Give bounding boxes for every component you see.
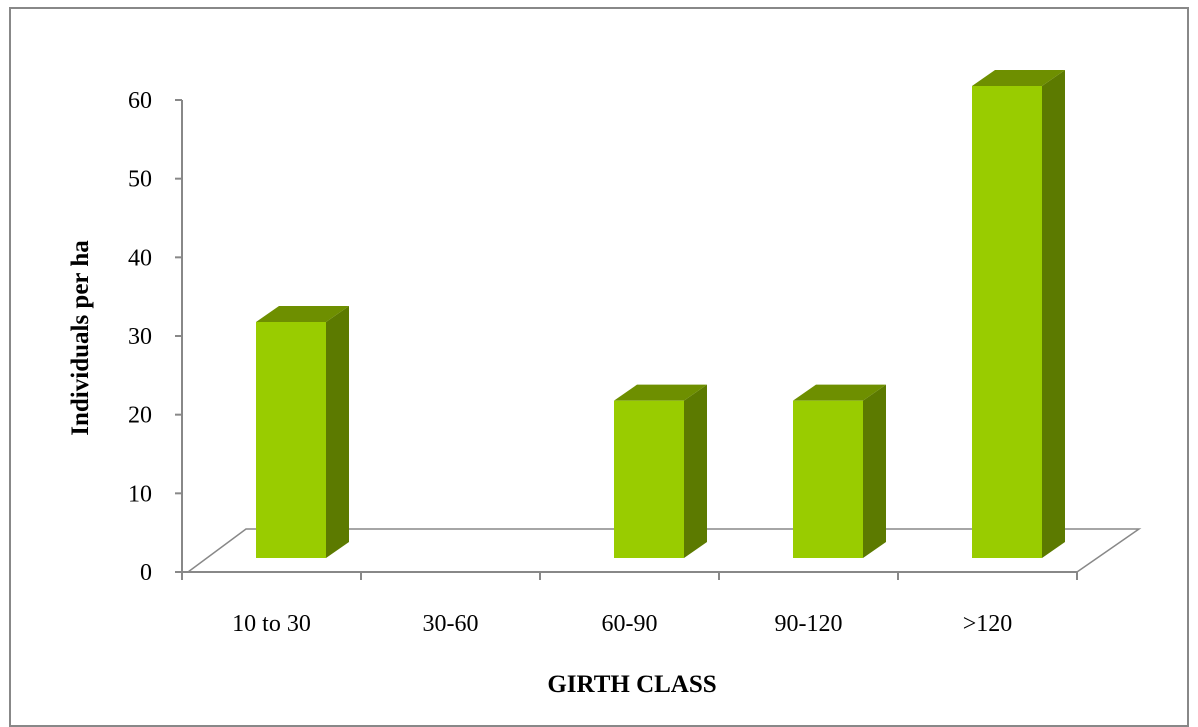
x-tick-label: 10 to 30	[232, 611, 311, 637]
bar-front	[614, 400, 684, 558]
bar-4	[972, 70, 1065, 558]
bar-2	[614, 384, 707, 558]
y-axis-title: Individuals per ha	[67, 240, 94, 436]
bar-side	[863, 384, 886, 558]
y-tick-label: 20	[128, 403, 152, 429]
y-tick-label: 50	[128, 167, 152, 193]
bar-top	[614, 384, 707, 401]
x-tick-label: 90-120	[775, 611, 843, 637]
y-tick-label: 10	[128, 481, 152, 507]
bar-0	[256, 306, 349, 558]
y-tick-label: 0	[140, 560, 152, 586]
bar-3	[793, 384, 886, 558]
bar-front	[972, 86, 1042, 558]
bar-side	[684, 384, 707, 558]
x-tick-label: 60-90	[602, 611, 658, 637]
x-axis-title: GIRTH CLASS	[547, 671, 716, 698]
bar-top	[256, 306, 349, 322]
x-tick-label: 30-60	[423, 611, 479, 637]
y-tick-label: 40	[128, 245, 152, 271]
bar-side	[1042, 70, 1065, 558]
bar-front	[793, 400, 863, 558]
x-tick-label: >120	[963, 611, 1013, 637]
y-tick-label: 30	[128, 324, 152, 350]
bar-top	[972, 70, 1065, 86]
y-tick-label: 60	[128, 88, 152, 114]
bar-chart: 0 10 20 30 40 50 60 10 to 30 30-60 60-90 90-120 >12…	[67, 70, 1142, 698]
bar-top	[793, 384, 886, 401]
bar-front	[256, 322, 326, 558]
bar-side	[326, 306, 349, 558]
